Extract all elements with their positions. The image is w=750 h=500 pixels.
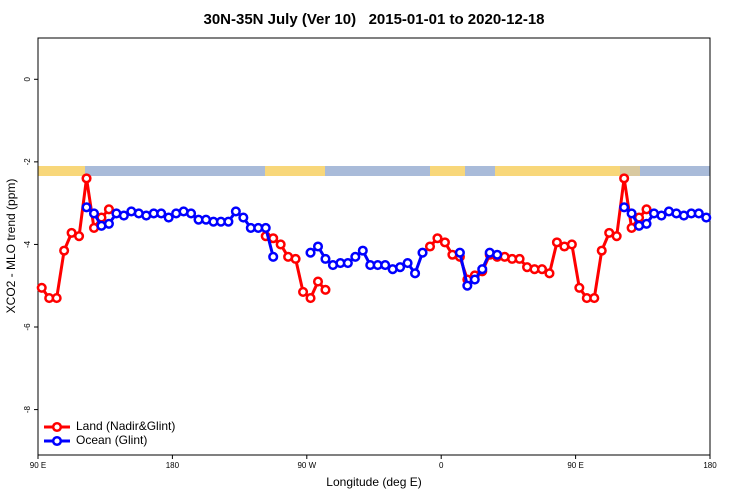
- data-point: [51, 293, 62, 304]
- data-point: [320, 284, 331, 295]
- chart-title: 30N-35N July (Ver 10) 2015-01-01 to 2020…: [203, 11, 544, 28]
- data-point: [230, 206, 241, 217]
- data-point: [454, 247, 465, 258]
- data-point: [693, 208, 704, 219]
- y-tick-label: -4: [23, 240, 32, 248]
- data-point: [469, 274, 480, 285]
- data-point: [103, 218, 114, 229]
- data-point: [298, 286, 309, 297]
- data-point: [514, 253, 525, 264]
- y-tick-label: -6: [23, 323, 32, 331]
- data-point: [118, 210, 129, 221]
- data-point: [641, 218, 652, 229]
- x-tick-label: 180: [703, 461, 717, 470]
- data-point: [312, 241, 324, 252]
- legend-marker: [51, 421, 63, 433]
- data-point: [320, 253, 331, 264]
- x-tick-label: 90 W: [297, 461, 316, 470]
- data-point: [163, 212, 174, 223]
- data-point: [156, 208, 167, 219]
- y-tick-label: 0: [23, 77, 32, 82]
- data-point: [596, 245, 607, 256]
- y-tick-label: -8: [23, 405, 32, 413]
- plot-frame: [37, 37, 711, 456]
- data-point: [103, 204, 114, 215]
- data-point: [238, 212, 249, 223]
- data-point: [619, 173, 630, 184]
- legend-label: Ocean (Glint): [76, 433, 147, 447]
- y-tick-label: -2: [23, 158, 32, 166]
- x-tick-label: 0: [439, 461, 444, 470]
- data-point: [417, 247, 428, 258]
- data-point: [81, 202, 92, 213]
- data-point: [544, 268, 555, 279]
- data-point: [701, 212, 712, 223]
- data-point: [566, 239, 577, 250]
- data-point: [536, 264, 548, 275]
- data-point: [410, 268, 421, 279]
- data-point: [611, 231, 622, 242]
- data-point: [574, 282, 585, 293]
- data-point: [290, 253, 301, 264]
- y-axis-label: XCO2 - MLO trend (ppm): [4, 179, 18, 314]
- data-point: [74, 231, 85, 242]
- data-point: [402, 257, 413, 269]
- x-tick-label: 90 E: [567, 461, 583, 470]
- data-point: [589, 293, 600, 304]
- data-point: [492, 249, 503, 260]
- data-point: [342, 257, 353, 269]
- data-point: [619, 202, 630, 213]
- data-point: [439, 237, 450, 248]
- data-point: [312, 276, 324, 287]
- data-point: [36, 282, 47, 293]
- data-point: [424, 241, 436, 252]
- legend-label: Land (Nadir&Glint): [76, 419, 175, 433]
- data-point: [432, 233, 443, 244]
- data-point: [59, 245, 70, 256]
- data-point: [88, 208, 100, 219]
- data-point: [626, 208, 637, 219]
- x-axis-label: Longitude (deg E): [326, 475, 421, 489]
- data-point: [223, 216, 234, 227]
- data-point: [477, 264, 488, 275]
- data-point: [350, 251, 361, 262]
- data-point: [81, 173, 92, 184]
- land-mask-strip: [38, 166, 710, 176]
- data-point: [656, 210, 667, 221]
- x-tick-label: 180: [166, 461, 180, 470]
- data-point: [305, 247, 316, 258]
- x-tick-label: 90 E: [30, 461, 46, 470]
- data-point: [268, 251, 279, 262]
- data-point: [551, 237, 562, 248]
- data-point: [380, 260, 391, 271]
- data-point: [357, 245, 368, 256]
- data-point: [305, 293, 316, 304]
- data-point: [260, 222, 271, 233]
- data-point: [641, 204, 652, 215]
- data-point: [186, 208, 197, 219]
- data-point: [395, 262, 406, 273]
- legend-marker: [51, 435, 63, 447]
- data-point: [462, 280, 473, 291]
- data-point: [275, 239, 286, 250]
